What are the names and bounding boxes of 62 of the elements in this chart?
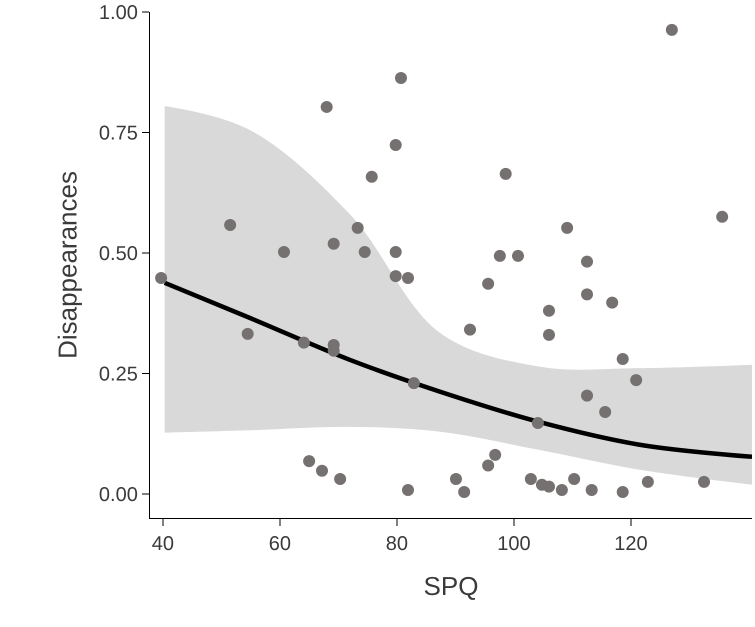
- point: [320, 100, 333, 113]
- point: [464, 324, 476, 336]
- point: [316, 464, 328, 477]
- point: [155, 272, 168, 284]
- point: [358, 246, 371, 258]
- point: [224, 219, 236, 231]
- point: [334, 472, 346, 485]
- x-tick-label: 80: [386, 533, 408, 556]
- point: [599, 406, 612, 418]
- point: [328, 238, 340, 250]
- point: [616, 352, 629, 365]
- point: [402, 484, 414, 496]
- point: [278, 246, 290, 258]
- point: [542, 304, 555, 317]
- point: [394, 72, 407, 84]
- x-axis-title: SPQ: [424, 570, 478, 601]
- y-tick-label: 0.25: [98, 363, 138, 386]
- point: [303, 455, 316, 468]
- point: [512, 250, 524, 262]
- y-axis-title: Disappearances: [52, 171, 82, 359]
- point: [630, 374, 642, 386]
- point: [586, 484, 598, 496]
- point: [542, 480, 555, 493]
- point: [390, 246, 402, 258]
- point: [556, 484, 568, 496]
- point: [500, 168, 512, 180]
- point: [581, 256, 594, 268]
- point: [450, 472, 462, 485]
- point: [390, 270, 402, 282]
- x-tick-label: 100: [497, 533, 531, 556]
- point: [408, 377, 420, 390]
- point: [581, 390, 594, 402]
- point: [390, 139, 402, 152]
- y-tick-label: 0.50: [98, 242, 138, 265]
- point: [482, 278, 494, 290]
- x-tick-label: 40: [152, 533, 174, 556]
- point: [298, 336, 310, 349]
- point: [524, 472, 537, 485]
- y-tick-label: 0.00: [98, 484, 138, 506]
- point: [561, 222, 574, 234]
- point: [568, 472, 580, 485]
- y-tick-label: 1.00: [98, 2, 138, 24]
- point: [698, 476, 710, 488]
- point: [542, 328, 555, 341]
- point: [242, 328, 254, 340]
- point: [366, 170, 378, 183]
- point: [532, 417, 544, 430]
- point: [494, 250, 506, 262]
- y-tick-label: 0.75: [98, 122, 138, 144]
- point: [716, 210, 728, 223]
- point: [642, 476, 654, 488]
- point: [666, 24, 678, 36]
- x-tick-label: 60: [268, 533, 292, 556]
- point: [402, 272, 414, 284]
- point: [581, 288, 594, 300]
- point: [606, 296, 618, 309]
- point: [616, 486, 629, 498]
- point: [482, 459, 494, 472]
- point: [352, 222, 364, 234]
- point: [489, 448, 502, 461]
- x-tick-label: 120: [614, 533, 648, 556]
- point: [458, 486, 470, 498]
